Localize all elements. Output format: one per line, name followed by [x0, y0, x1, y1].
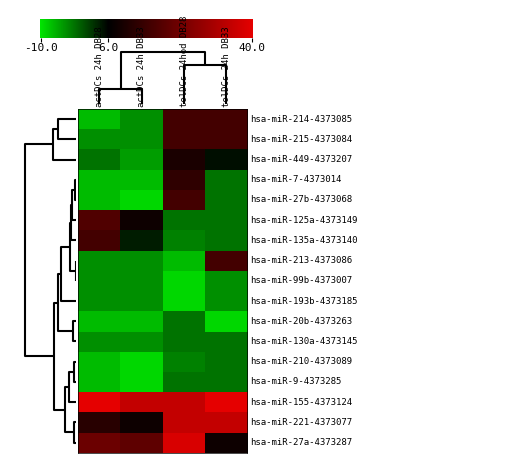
Text: hsa-miR-27a-4373287: hsa-miR-27a-4373287: [250, 438, 352, 447]
Text: hsa-miR-20b-4373263: hsa-miR-20b-4373263: [250, 317, 352, 326]
Text: actDCs 24h DB28: actDCs 24h DB28: [95, 26, 104, 107]
Text: hsa-miR-449-4373207: hsa-miR-449-4373207: [250, 155, 352, 164]
Text: hsa-miR-130a-4373145: hsa-miR-130a-4373145: [250, 337, 358, 346]
Text: hsa-miR-135a-4373140: hsa-miR-135a-4373140: [250, 236, 358, 245]
Text: hsa-miR-221-4373077: hsa-miR-221-4373077: [250, 418, 352, 427]
Text: tolDCs 24hod DB28: tolDCs 24hod DB28: [179, 15, 188, 107]
Text: hsa-miR-215-4373084: hsa-miR-215-4373084: [250, 135, 352, 144]
Text: hsa-miR-99b-4373007: hsa-miR-99b-4373007: [250, 276, 352, 285]
Text: hsa-miR-125a-4373149: hsa-miR-125a-4373149: [250, 216, 358, 225]
Text: hsa-miR-7-4373014: hsa-miR-7-4373014: [250, 175, 341, 184]
Text: hsa-miR-155-4373124: hsa-miR-155-4373124: [250, 398, 352, 407]
Text: hsa-miR-214-4373085: hsa-miR-214-4373085: [250, 115, 352, 124]
Text: hsa-miR-210-4373089: hsa-miR-210-4373089: [250, 357, 352, 366]
Text: actDCs 24h DB33: actDCs 24h DB33: [137, 26, 146, 107]
Text: tolDCs 24h DB33: tolDCs 24h DB33: [222, 26, 231, 107]
Text: hsa-miR-9-4373285: hsa-miR-9-4373285: [250, 377, 341, 386]
Text: hsa-miR-27b-4373068: hsa-miR-27b-4373068: [250, 195, 352, 204]
Text: hsa-miR-193b-4373185: hsa-miR-193b-4373185: [250, 297, 358, 306]
Text: hsa-miR-213-4373086: hsa-miR-213-4373086: [250, 256, 352, 265]
